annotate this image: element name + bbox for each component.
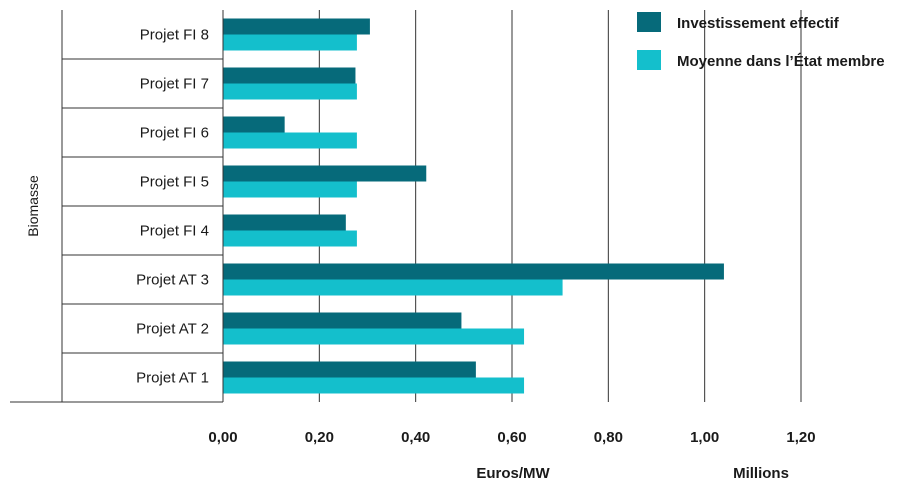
x-axis-title: Euros/MW <box>476 465 550 481</box>
bar-investissement-3 <box>223 165 427 182</box>
category-label-3: Projet FI 5 <box>140 174 209 191</box>
bar-investissement-4 <box>223 214 346 231</box>
category-label-6: Projet AT 2 <box>136 321 209 338</box>
bar-investissement-6 <box>223 312 462 329</box>
legend: Investissement effectif Moyenne dans l’Ét… <box>637 12 885 70</box>
bar-moyenne-3 <box>223 181 357 198</box>
bar-moyenne-0 <box>223 34 357 51</box>
bars <box>223 18 724 394</box>
bar-investissement-5 <box>223 263 724 280</box>
x-tick-label-6: 1,20 <box>786 429 815 446</box>
legend-label-1: Moyenne dans l’État membre <box>677 53 885 70</box>
category-label-4: Projet FI 4 <box>140 223 209 240</box>
legend-swatch-0 <box>637 12 661 32</box>
group-label: Biomasse <box>25 175 41 237</box>
legend-label-0: Investissement effectif <box>677 15 840 32</box>
category-label-1: Projet FI 7 <box>140 76 209 93</box>
x-tick-label-3: 0,60 <box>497 429 526 446</box>
category-label-7: Projet AT 1 <box>136 370 209 387</box>
x-tick-label-2: 0,40 <box>401 429 430 446</box>
x-axis-unit: Millions <box>733 465 789 481</box>
x-tick-label-0: 0,00 <box>208 429 237 446</box>
x-tick-label-5: 1,00 <box>690 429 719 446</box>
category-dividers <box>62 58 223 354</box>
bar-investissement-1 <box>223 67 356 84</box>
category-label-2: Projet FI 6 <box>140 125 209 142</box>
bar-moyenne-5 <box>223 279 563 296</box>
bar-moyenne-6 <box>223 328 525 345</box>
x-tick-label-4: 0,80 <box>594 429 623 446</box>
bar-investissement-7 <box>223 361 476 378</box>
bar-investissement-2 <box>223 116 285 133</box>
bar-moyenne-4 <box>223 230 357 247</box>
bar-moyenne-1 <box>223 83 357 100</box>
bar-moyenne-2 <box>223 132 357 149</box>
category-label-5: Projet AT 3 <box>136 272 209 289</box>
x-tick-label-1: 0,20 <box>305 429 334 446</box>
category-label-0: Projet FI 8 <box>140 27 209 44</box>
bar-moyenne-7 <box>223 377 525 394</box>
category-labels: Projet FI 8 Projet FI 7 Projet FI 6 Projet … <box>136 27 209 387</box>
legend-swatch-1 <box>637 50 661 70</box>
bar-investissement-0 <box>223 18 370 35</box>
x-tick-labels: 0,00 0,20 0,40 0,60 0,80 1,00 1,20 <box>208 429 815 446</box>
